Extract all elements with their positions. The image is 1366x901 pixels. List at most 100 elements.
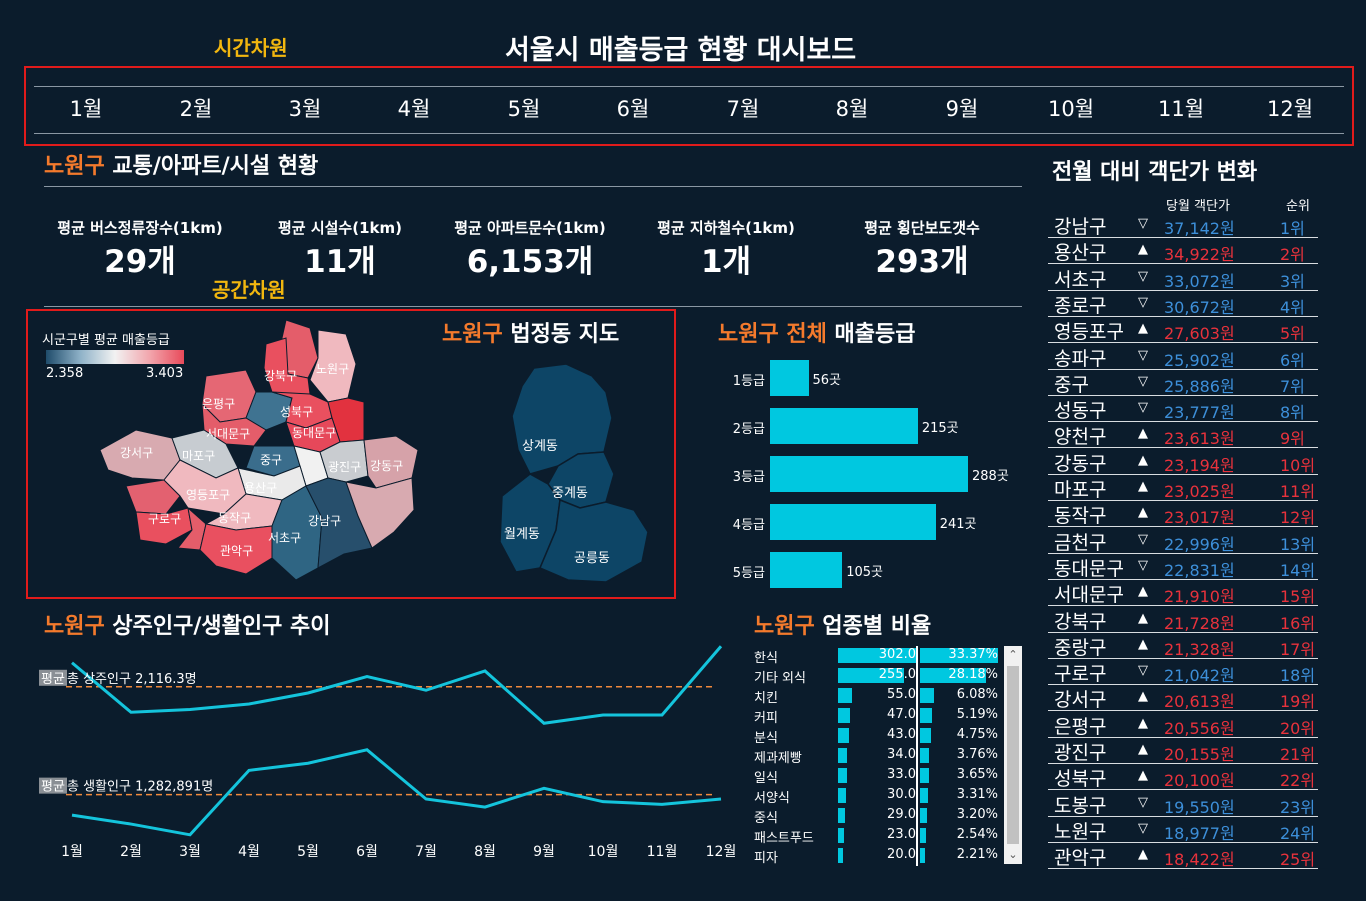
ranking-row[interactable]: 동작구 ▲ 23,017원 12위 [1048, 501, 1318, 528]
avg-label-prefix: 평균 [41, 672, 65, 687]
industry-row[interactable]: 서양식 30.0 3.31% [754, 786, 1004, 806]
ranking-row[interactable]: 노원구 ▽ 18,977원 24위 [1048, 817, 1318, 843]
ranking-row[interactable]: 동대문구 ▽ 22,831원 14위 [1048, 554, 1318, 580]
ranking-row[interactable]: 광진구 ▲ 20,155원 21위 [1048, 738, 1318, 764]
month-item[interactable]: 10월 [1047, 97, 1095, 121]
industry-name: 치킨 [754, 691, 778, 706]
ranking-row[interactable]: 용산구 ▲ 34,922원 2위 [1048, 238, 1318, 265]
rank-number: 23위 [1280, 797, 1316, 817]
industry-row[interactable]: 치킨 55.0 6.08% [754, 686, 1004, 706]
up-arrow-icon: ▲ [1138, 742, 1148, 757]
population-series-line[interactable] [71, 748, 722, 837]
ranking-row[interactable]: 금천구 ▽ 22,996원 13위 [1048, 528, 1318, 554]
ranking-row[interactable]: 은평구 ▲ 20,556원 20위 [1048, 712, 1318, 738]
month-item[interactable]: 12월 [1266, 97, 1314, 121]
ranking-row[interactable]: 강동구 ▲ 23,194원 10위 [1048, 449, 1318, 475]
map-legend-min: 2.358 [46, 366, 84, 381]
down-arrow-icon: ▽ [1138, 268, 1148, 284]
district-name: 종로구 [1054, 294, 1107, 317]
rank-number: 10위 [1280, 455, 1316, 475]
ranking-row[interactable]: 강남구 ▽ 37,142원 1위 [1048, 212, 1318, 238]
ranking-row[interactable]: 성동구 ▽ 23,777원 8위 [1048, 396, 1318, 423]
up-arrow-icon: ▲ [1138, 584, 1148, 600]
ranking-col-price: 당월 객단가 [1166, 199, 1230, 214]
rank-number: 25위 [1280, 850, 1316, 870]
industry-row[interactable]: 중식 29.0 3.20% [754, 806, 1004, 826]
ranking-row[interactable]: 종로구 ▽ 30,672원 4위 [1048, 291, 1318, 317]
month-item[interactable]: 1월 [69, 97, 103, 121]
district-name: 은평구 [1054, 715, 1107, 738]
industry-row[interactable]: 분식 43.0 4.75% [754, 726, 1004, 746]
nowon-dong-map[interactable]: 상계동 중계동 월계동 공릉동 [496, 362, 656, 592]
month-item[interactable]: 8월 [835, 97, 869, 121]
ranking-row[interactable]: 중구 ▽ 25,886원 7위 [1048, 370, 1318, 396]
ranking-row[interactable]: 양천구 ▲ 23,613원 9위 [1048, 422, 1318, 449]
month-item[interactable]: 3월 [288, 97, 322, 121]
up-arrow-icon: ▲ [1138, 636, 1148, 652]
industry-row[interactable]: 기타 외식 255.0 28.18% [754, 666, 1004, 686]
industry-row[interactable]: 일식 33.0 3.65% [754, 766, 1004, 786]
seoul-district-map[interactable]: 강북구 노원구 은평구 성북구 서대문구 동대문구 강서구 마포구 중구 광진구… [96, 318, 426, 588]
industry-row[interactable]: 커피 47.0 5.19% [754, 706, 1004, 726]
industry-district: 노원구 [754, 614, 815, 639]
district-gwanak [199, 523, 273, 575]
up-arrow-icon: ▲ [1138, 479, 1148, 494]
industry-separator [916, 786, 918, 806]
grade-value-label: 288곳 [972, 469, 1009, 484]
grade-bar[interactable] [770, 504, 936, 540]
grade-bar[interactable] [770, 360, 809, 396]
dong-label-gongneung: 공릉동 [574, 551, 610, 566]
unit-price: 34,922원 [1164, 245, 1235, 265]
industry-row[interactable]: 패스트푸드 23.0 2.54% [754, 826, 1004, 846]
month-item[interactable]: 9월 [945, 97, 979, 121]
industry-percent: 28.18% [948, 667, 998, 682]
ranking-row[interactable]: 구로구 ▽ 21,042원 18위 [1048, 659, 1318, 686]
industry-percent: 3.31% [956, 787, 998, 802]
grade-bar[interactable] [770, 408, 918, 444]
ranking-row[interactable]: 관악구 ▲ 18,422원 25위 [1048, 843, 1318, 870]
month-item[interactable]: 4월 [397, 97, 431, 121]
month-item[interactable]: 7월 [726, 97, 760, 121]
industry-row[interactable]: 제과제빵 34.0 3.76% [754, 746, 1004, 766]
industry-separator [916, 826, 918, 846]
scroll-thumb[interactable] [1007, 666, 1019, 844]
kpi-value: 29개 [104, 244, 176, 280]
grade-bar[interactable] [770, 456, 968, 492]
ranking-row[interactable]: 도봉구 ▽ 19,550원 23위 [1048, 791, 1318, 817]
ranking-row[interactable]: 강북구 ▲ 21,728원 16위 [1048, 607, 1318, 633]
industry-percent-bar [920, 808, 928, 823]
map-label-nowon: 노원구 [316, 362, 349, 376]
industry-scrollbar[interactable]: ⌃ ⌄ [1004, 646, 1022, 864]
month-item[interactable]: 6월 [616, 97, 650, 121]
district-name: 서초구 [1054, 268, 1107, 291]
industry-row[interactable]: 한식 302.0 33.37% [754, 646, 1004, 666]
population-series-line[interactable] [71, 645, 723, 725]
grade-bar[interactable] [770, 552, 843, 588]
ranking-row[interactable]: 마포구 ▲ 23,025원 11위 [1048, 475, 1318, 501]
ranking-row[interactable]: 서대문구 ▲ 21,910원 15위 [1048, 580, 1318, 607]
industry-name: 일식 [754, 771, 778, 786]
industry-title: 업종별 비율 [814, 614, 932, 639]
down-arrow-icon: ▽ [1138, 347, 1148, 363]
month-item[interactable]: 11월 [1157, 97, 1205, 121]
month-item[interactable]: 5월 [507, 97, 541, 121]
scroll-up-icon[interactable]: ⌃ [1008, 648, 1018, 661]
ranking-row[interactable]: 강서구 ▲ 20,613원 19위 [1048, 685, 1318, 712]
rank-number: 7위 [1280, 376, 1305, 396]
industry-separator [916, 726, 918, 746]
population-district: 노원구 [44, 614, 105, 639]
ranking-row[interactable]: 성북구 ▲ 20,100원 22위 [1048, 764, 1318, 791]
district-yangcheon [125, 479, 181, 515]
month-item[interactable]: 2월 [179, 97, 213, 121]
district-name: 성북구 [1054, 768, 1107, 791]
ranking-row[interactable]: 영등포구 ▲ 27,603원 5위 [1048, 317, 1318, 344]
ranking-row[interactable]: 송파구 ▽ 25,902원 6위 [1048, 344, 1318, 370]
industry-count-bar [838, 848, 844, 863]
ranking-row[interactable]: 서초구 ▽ 33,072원 3위 [1048, 265, 1318, 291]
scroll-down-icon[interactable]: ⌄ [1008, 848, 1018, 861]
map-legend-gradient [46, 350, 184, 364]
month-slicer-frame [24, 66, 1354, 146]
ranking-row[interactable]: 중랑구 ▲ 21,328원 17위 [1048, 633, 1318, 659]
industry-row[interactable]: 피자 20.0 2.21% [754, 846, 1004, 866]
